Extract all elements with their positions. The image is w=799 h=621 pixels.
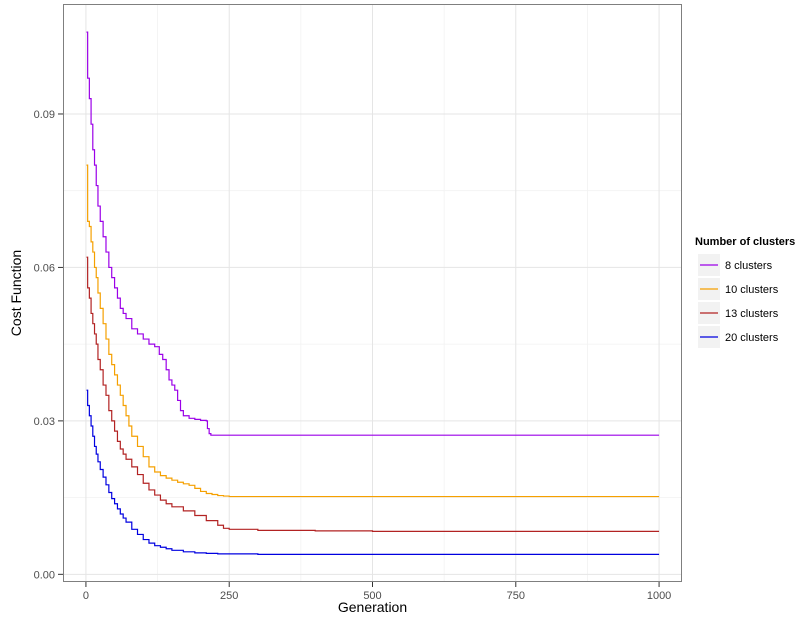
x-tick-label: 0 <box>83 590 89 602</box>
panel-border <box>63 4 682 582</box>
y-tick-label: 0.09 <box>34 109 55 121</box>
legend-label: 8 clusters <box>725 260 773 272</box>
x-tick-label: 500 <box>363 590 381 602</box>
series-lines <box>86 31 660 555</box>
x-tick-label: 1000 <box>647 590 671 602</box>
series-line-2 <box>86 164 660 498</box>
x-tick-label: 750 <box>507 590 525 602</box>
x-axis: 0 250 500 750 1000 <box>83 582 671 602</box>
y-axis: 0.00 0.03 0.06 0.09 <box>34 109 63 581</box>
x-axis-title: Generation <box>338 599 407 615</box>
legend-label: 10 clusters <box>725 284 779 296</box>
y-tick-label: 0.00 <box>34 569 55 581</box>
y-tick-label: 0.03 <box>34 416 55 428</box>
major-gridlines <box>63 4 682 582</box>
legend-label: 13 clusters <box>725 308 779 320</box>
x-tick-label: 250 <box>220 590 238 602</box>
legend-title: Number of clusters <box>695 236 795 248</box>
legend: Number of clusters 8 clusters 10 clusters… <box>695 236 795 349</box>
series-line-3 <box>86 256 660 532</box>
series-line-4 <box>86 389 660 555</box>
y-tick-label: 0.06 <box>34 262 55 274</box>
series-line-1 <box>86 31 660 436</box>
legend-label: 20 clusters <box>725 332 779 344</box>
y-axis-title: Cost Function <box>8 250 24 336</box>
